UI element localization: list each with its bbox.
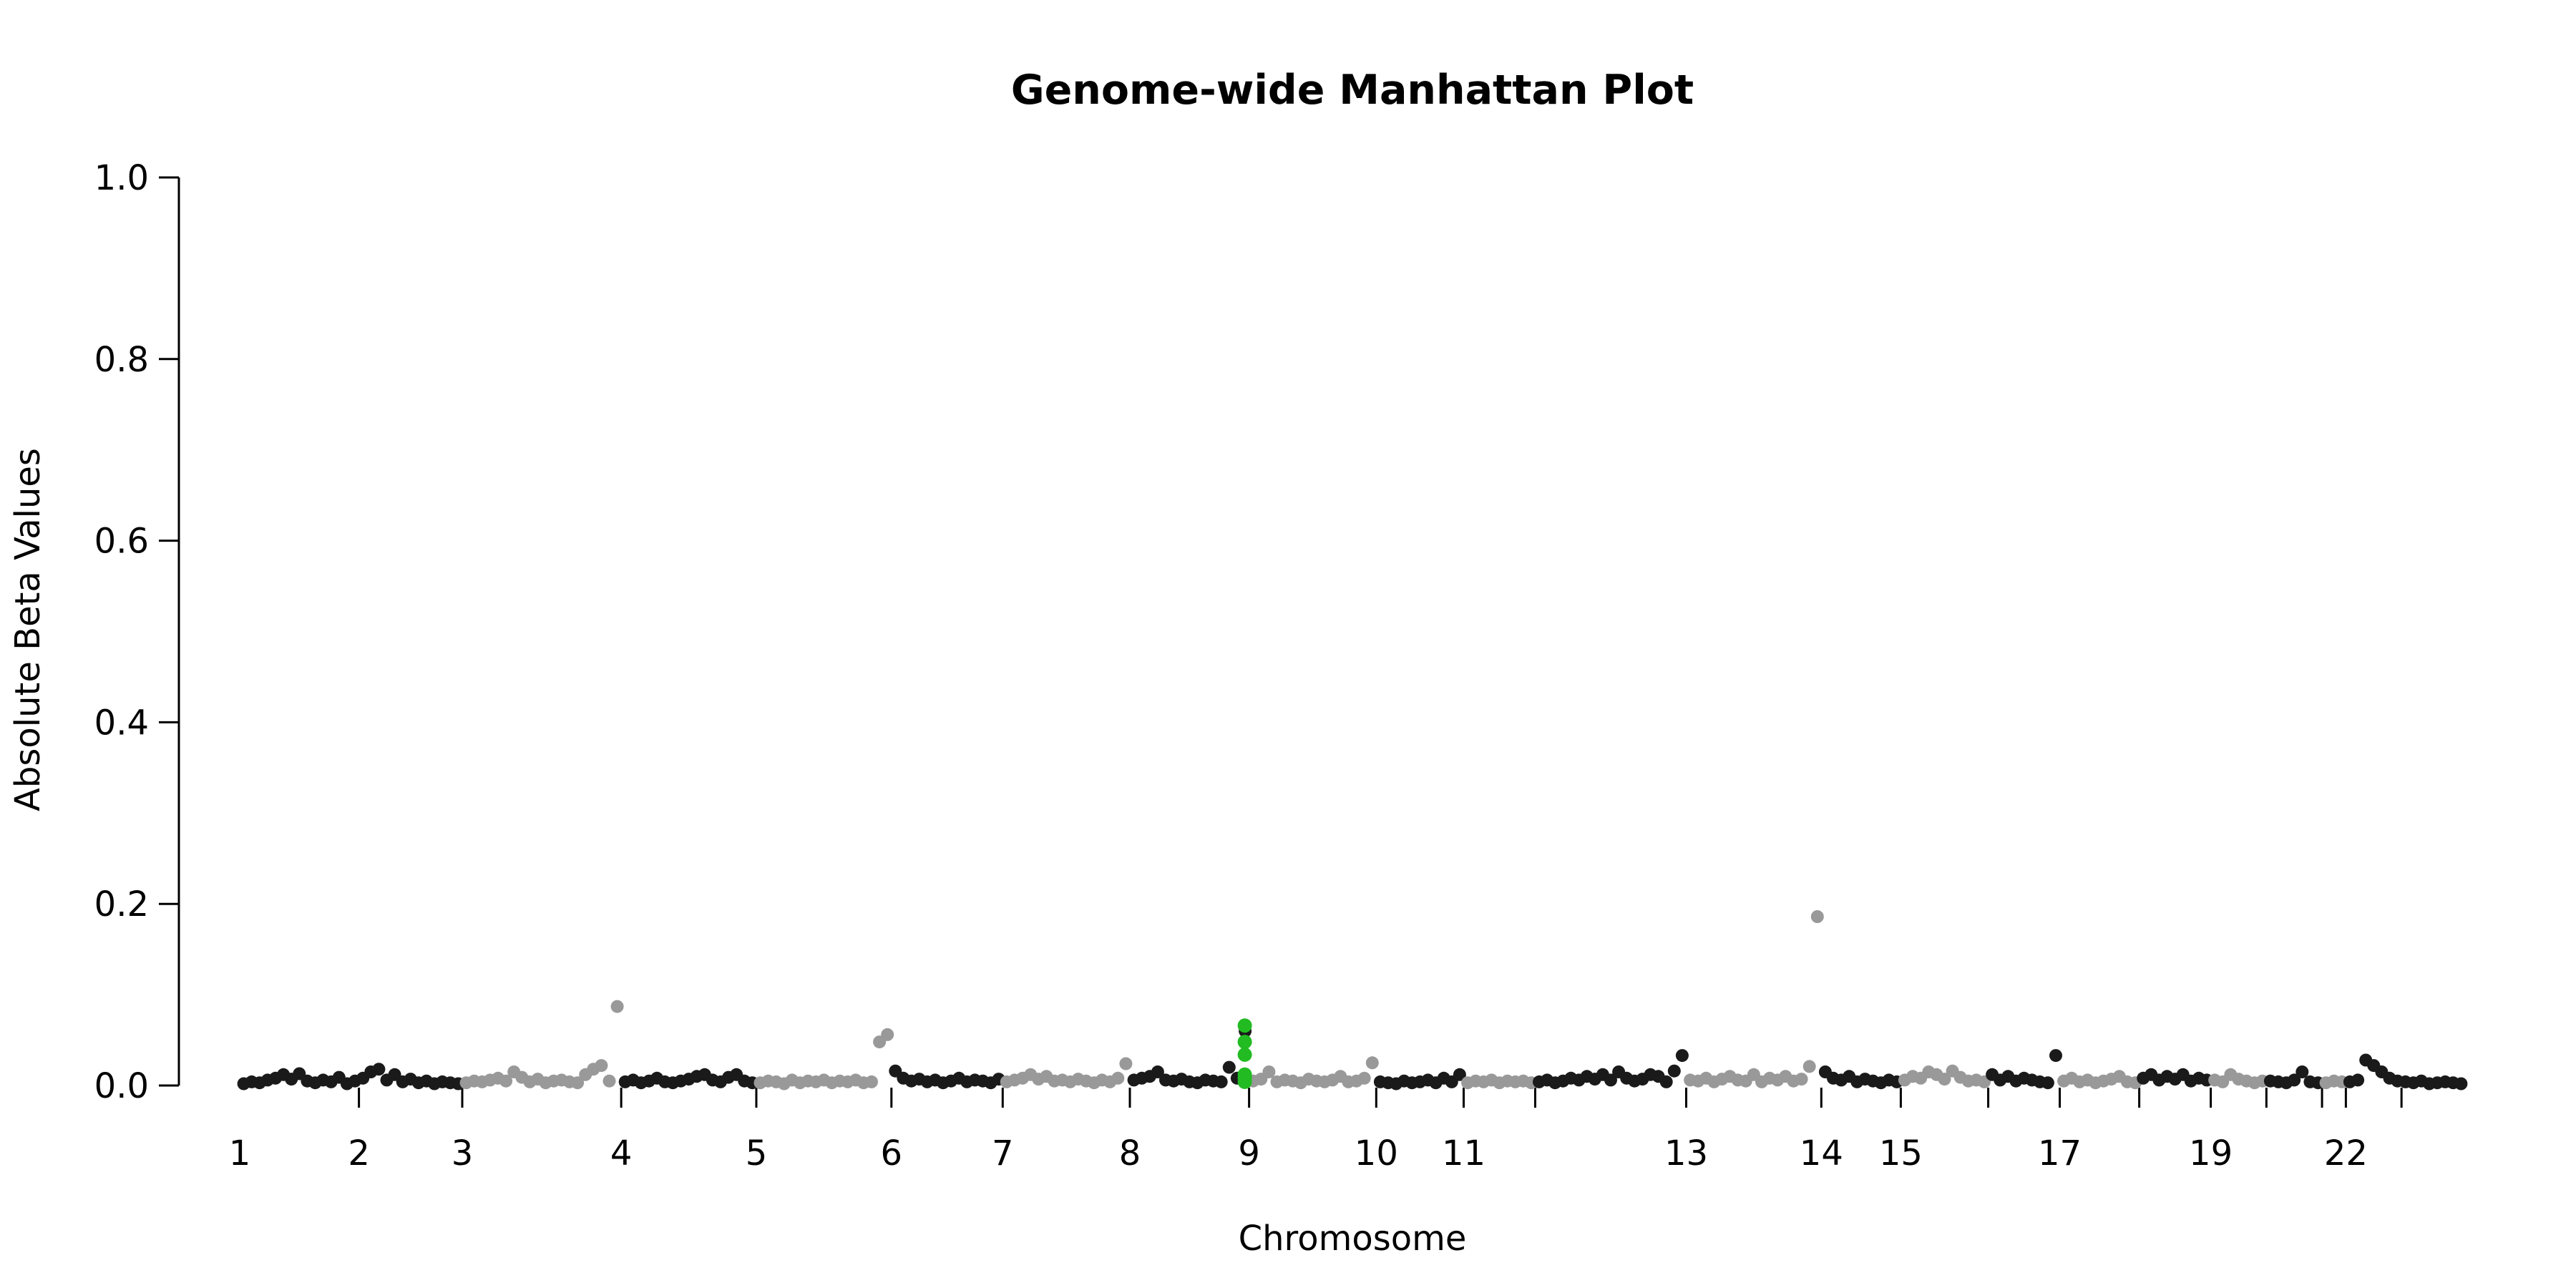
y-tick-label-1: 0.2: [94, 884, 149, 924]
point-chr20-4: [2296, 1065, 2309, 1078]
y-tick-label-5: 1.0: [94, 158, 149, 198]
point-chr5-14: [865, 1075, 878, 1088]
x-tick-label-14: 14: [1800, 1133, 1843, 1174]
point-chr7-14: [1111, 1071, 1125, 1085]
x-tick-label-8: 8: [1119, 1133, 1141, 1174]
x-tick-label-9: 9: [1238, 1133, 1260, 1174]
point-chr9-15: [1365, 1056, 1379, 1070]
point-chr23-7: [2454, 1077, 2468, 1091]
point-chr12-16: [1659, 1075, 1673, 1088]
x-tick-label-19: 19: [2189, 1133, 2233, 1174]
x-tick-label-2: 2: [348, 1133, 370, 1174]
point-chr13-14: [1795, 1073, 1808, 1086]
x-axis-label: Chromosome: [1239, 1219, 1467, 1259]
x-tick-label-11: 11: [1442, 1133, 1485, 1174]
point-chr3-18: [602, 1074, 616, 1088]
x-tick-label-4: 4: [610, 1133, 633, 1174]
highlight-point-chr9-0: [1237, 1018, 1252, 1033]
point-chr20-3: [2288, 1073, 2301, 1087]
point-chr9-2: [1262, 1065, 1276, 1078]
highlight-point-chr9-2: [1237, 1047, 1252, 1062]
point-chr12-9: [1604, 1073, 1617, 1087]
highlight-point-chr9-5: [1237, 1074, 1252, 1089]
point-chr15-5: [1938, 1073, 1951, 1086]
x-tick-label-17: 17: [2038, 1133, 2082, 1174]
point-chr16-8: [2049, 1049, 2062, 1063]
x-tick-label-10: 10: [1355, 1133, 1398, 1174]
x-tick-label-13: 13: [1664, 1133, 1708, 1174]
x-tick-label-1: 1: [229, 1133, 251, 1174]
x-tick-label-15: 15: [1879, 1133, 1923, 1174]
y-axis: 0.0 0.2 0.4 0.6 0.8 1.0: [94, 158, 180, 1106]
x-tick-label-3: 3: [452, 1133, 474, 1174]
x-tick-label-7: 7: [992, 1133, 1014, 1174]
highlight-point-chr9-1: [1237, 1035, 1252, 1050]
point-chr12-18: [1675, 1049, 1689, 1063]
point-chr3-19: [610, 1000, 624, 1013]
point-chr9-14: [1357, 1071, 1371, 1085]
point-chr16-7: [2041, 1076, 2054, 1090]
point-chr8-3: [1151, 1065, 1164, 1078]
x-tick-label-22: 22: [2324, 1133, 2368, 1174]
point-chr13-16: [1810, 910, 1824, 923]
data-points: [237, 910, 2468, 1091]
point-chr12-17: [1667, 1064, 1681, 1078]
point-chr3-17: [595, 1059, 608, 1073]
point-chr5-16: [881, 1028, 894, 1041]
point-chr8-12: [1222, 1060, 1236, 1074]
x-axis: 1 2 3 4 5 6 7 8 9 10 11 13 14 15 17 19 22: [229, 1088, 2403, 1174]
point-chr13-15: [1802, 1060, 1816, 1073]
x-tick-label-5: 5: [746, 1133, 768, 1174]
point-chr22-1: [2351, 1073, 2365, 1087]
chart-title: Genome-wide Manhattan Plot: [1011, 67, 1694, 114]
point-chr2-2: [372, 1063, 386, 1076]
x-tick-label-6: 6: [881, 1133, 903, 1174]
y-tick-label-0: 0.0: [94, 1066, 149, 1106]
y-tick-label-3: 0.6: [94, 522, 149, 562]
point-chr3-14: [571, 1076, 585, 1090]
point-chr3-5: [499, 1074, 513, 1088]
y-axis-label: Absolute Beta Values: [8, 448, 48, 811]
y-tick-label-4: 0.8: [94, 340, 149, 380]
point-chr10-10: [1453, 1068, 1466, 1081]
point-chr8-11: [1214, 1075, 1228, 1088]
point-chr7-15: [1119, 1057, 1133, 1070]
y-tick-label-2: 0.4: [94, 703, 149, 743]
